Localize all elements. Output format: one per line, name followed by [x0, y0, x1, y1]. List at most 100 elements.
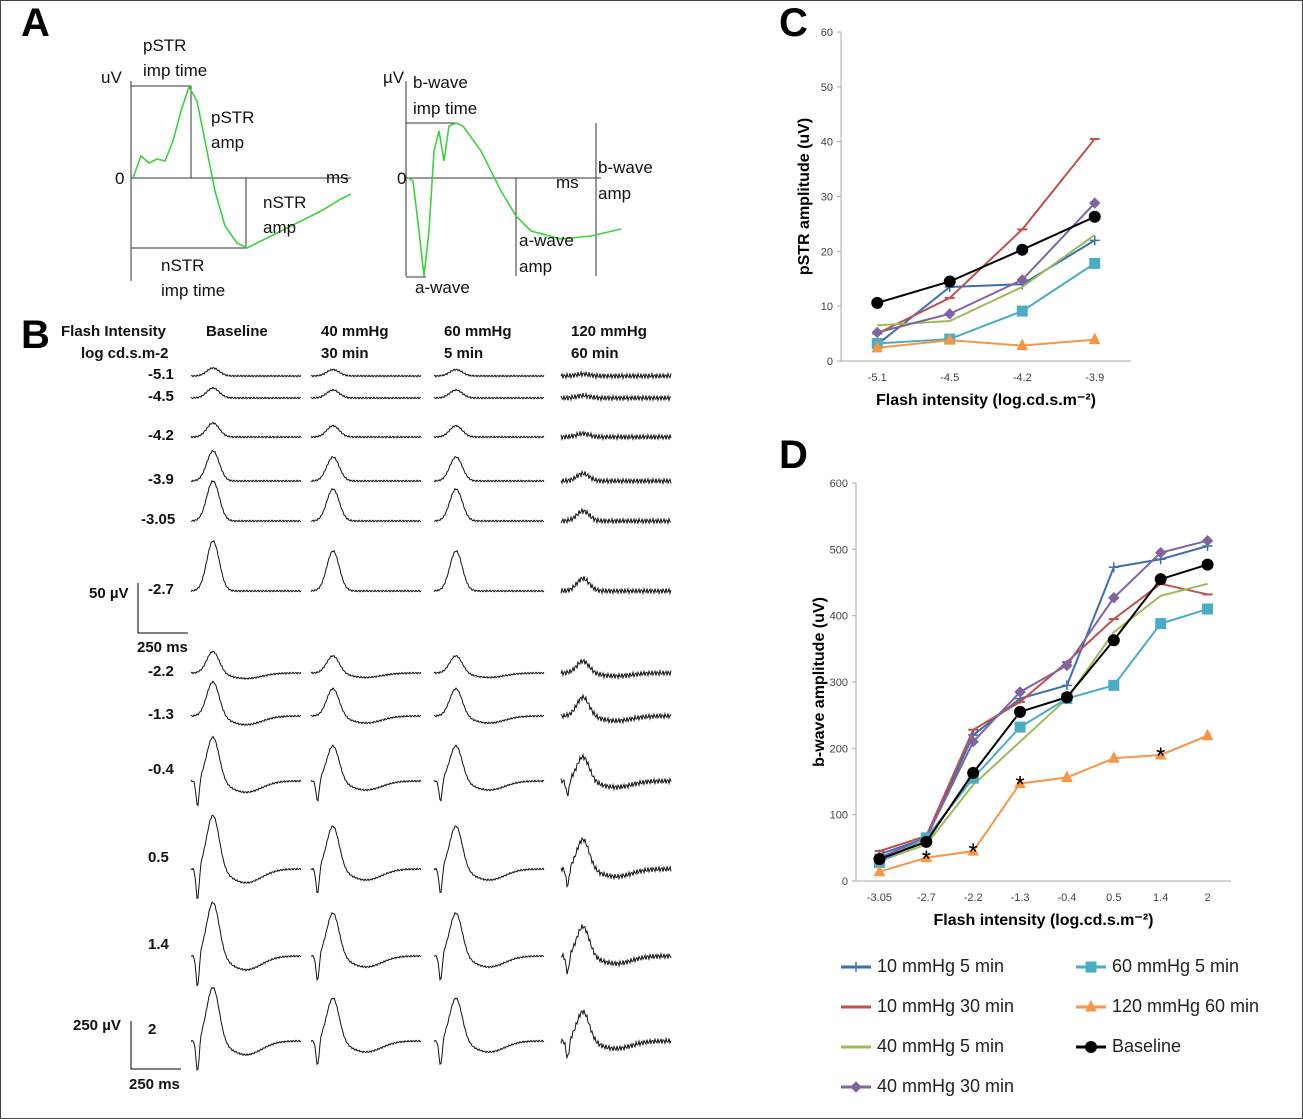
series-line [879, 545, 1208, 856]
data-point [871, 340, 884, 353]
erg-trace [310, 424, 422, 439]
a-label: a-wave [415, 278, 470, 297]
y-tick-label: 10 [821, 301, 833, 313]
data-point [1061, 659, 1073, 672]
a-label: imp time [161, 281, 225, 300]
erg-trace [190, 421, 302, 439]
series-10-mmhg-5-min [872, 235, 1100, 350]
data-point [943, 333, 956, 345]
data-point [1202, 603, 1214, 615]
intensity-label: 0.5 [148, 849, 169, 866]
data-point [851, 961, 861, 972]
series-baseline [871, 210, 1101, 309]
series-line [876, 215, 1096, 304]
data-point [967, 766, 980, 779]
data-point [1089, 235, 1100, 246]
data-point [920, 850, 933, 863]
data-point [967, 735, 979, 748]
erg-trace [560, 924, 672, 975]
series-line [876, 138, 1096, 335]
column-header: Baseline [206, 323, 268, 340]
data-point [1108, 751, 1120, 763]
a-label: amp [263, 218, 296, 237]
erg-trace [560, 576, 672, 596]
y-tick-label: 500 [830, 544, 848, 556]
x-axis-label: Flash intensity (log.cd.s.m⁻²) [933, 912, 1153, 929]
data-point [1154, 747, 1167, 760]
column-header: 40 mmHg [321, 323, 389, 340]
data-point [1014, 776, 1026, 788]
data-point [1061, 770, 1073, 783]
significance-asterisk: * [969, 839, 978, 866]
pstr-trace [132, 85, 352, 249]
erg-trace [190, 735, 302, 807]
legend-label: Baseline [1112, 1036, 1182, 1056]
significance-asterisk: * [1015, 771, 1024, 798]
intensity-label: -4.2 [148, 427, 174, 444]
series-120-mmhg-60-min [871, 332, 1101, 353]
erg-trace [190, 479, 302, 523]
data-point [1089, 197, 1101, 209]
legend-item: 60 mmHg 5 min [1076, 956, 1239, 977]
series-line [877, 262, 1096, 345]
erg-trace [190, 450, 302, 483]
legend-item: Baseline [1076, 1036, 1181, 1057]
series-120-mmhg-60-min [873, 728, 1214, 877]
scale-voltage-bottom: 250 µV [73, 1017, 121, 1034]
erg-trace [310, 388, 422, 400]
data-point [873, 864, 886, 877]
series-line [879, 734, 1208, 873]
chart-d: 0 100 200 300 400 500 600 -3.05 -2.7 -2.2 -1.3 -0.4… [811, 478, 1231, 929]
series-40-mmhg-5-min [879, 582, 1208, 863]
data-point [1201, 728, 1214, 741]
a-label: imp time [413, 99, 477, 118]
legend-item: 120 mmHg 60 min [1076, 996, 1259, 1017]
erg-trace [190, 386, 302, 400]
data-point [1088, 210, 1101, 223]
a-label: nSTR [161, 256, 204, 275]
erg-trace [560, 369, 672, 381]
erg-trace [560, 836, 672, 889]
legend-label: 40 mmHg 30 min [877, 1076, 1015, 1096]
x-tick-label: -2.7 [917, 892, 936, 904]
panel-label-d: D [779, 433, 808, 477]
data-point [1108, 592, 1120, 604]
a-label: a-wave [519, 231, 574, 250]
data-point [1061, 680, 1072, 691]
data-point [967, 844, 979, 856]
erg-trace [433, 744, 545, 802]
legend-swatch [841, 961, 871, 972]
significance-asterisk: * [1156, 743, 1165, 770]
panel-label-a: A [21, 1, 50, 45]
panel-label-c: C [779, 1, 808, 45]
series-line [879, 539, 1208, 859]
flash-intensity-unit: log cd.s.m-2 [81, 345, 169, 362]
erg-trace [310, 654, 422, 680]
erg-trace [190, 366, 302, 378]
intensity-label: 2 [148, 1021, 157, 1038]
intensity-label: -5.1 [148, 366, 174, 383]
erg-trace [433, 825, 545, 894]
data-point [1014, 705, 1027, 718]
data-point [1016, 274, 1028, 286]
erg-trace [433, 487, 545, 523]
data-point [1155, 618, 1167, 630]
data-point [1085, 999, 1097, 1011]
series-line [879, 563, 1208, 861]
intensity-label: -2.7 [148, 581, 174, 598]
scale-bar-top [137, 583, 188, 634]
data-point [920, 835, 933, 848]
erg-trace [310, 549, 422, 593]
legend-label: 40 mmHg 5 min [877, 1036, 1005, 1056]
series-60-mmhg-5-min [873, 603, 1214, 868]
erg-trace [433, 368, 545, 378]
x-tick-label: -4.5 [940, 372, 959, 384]
legend-label: 10 mmHg 5 min [877, 956, 1005, 976]
a-label: amp [211, 133, 244, 152]
y-tick-label: 0 [842, 876, 848, 888]
y-tick-label: 50 [821, 82, 833, 94]
a-right-y-unit: µV [383, 68, 405, 87]
x-tick-label: -1.3 [1011, 892, 1030, 904]
a-label: pSTR [211, 108, 254, 127]
data-point [1154, 573, 1167, 586]
